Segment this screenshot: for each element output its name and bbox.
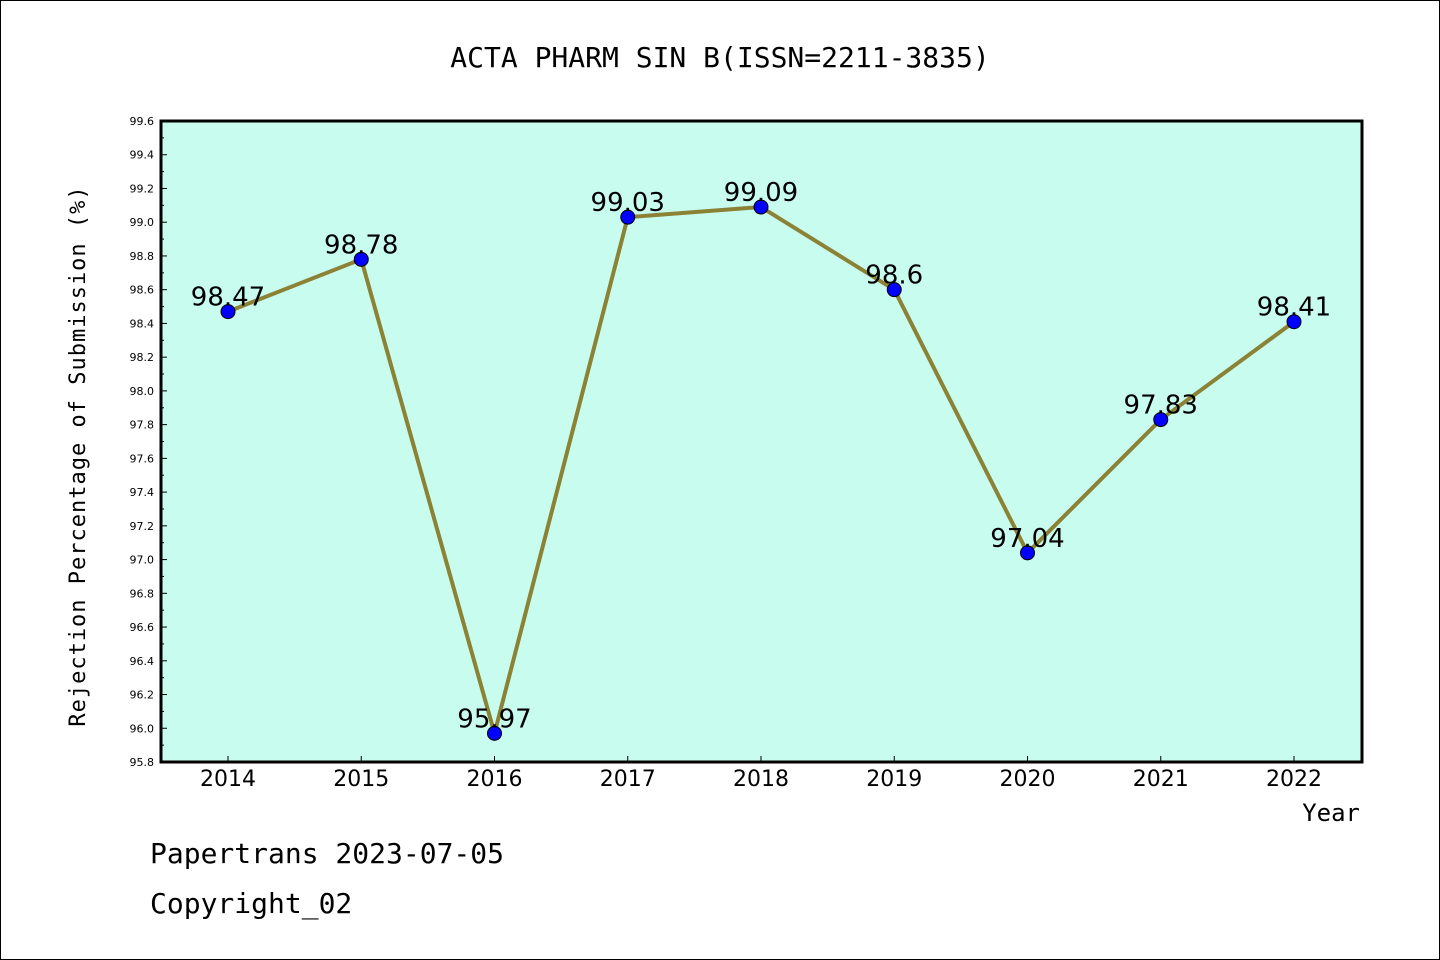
data-point-label: 98.6 bbox=[865, 261, 923, 291]
y-tick-label: 98.6 bbox=[130, 284, 155, 297]
x-axis-label: Year bbox=[1302, 799, 1360, 827]
data-point-marker bbox=[220, 304, 236, 320]
y-tick-label: 98.2 bbox=[130, 351, 155, 364]
x-tick-label: 2016 bbox=[467, 767, 523, 792]
data-point-marker bbox=[886, 282, 902, 298]
y-tick-label: 96.6 bbox=[130, 621, 155, 634]
data-point-label: 97.83 bbox=[1124, 391, 1198, 421]
y-tick-label: 96.8 bbox=[130, 587, 155, 600]
y-tick-label: 97.4 bbox=[130, 486, 155, 499]
data-point-label: 98.47 bbox=[191, 283, 265, 313]
y-tick-label: 98.4 bbox=[130, 317, 155, 330]
y-tick-label: 96.4 bbox=[130, 655, 155, 668]
x-tick-label: 2020 bbox=[1000, 767, 1056, 792]
y-tick-label: 98.0 bbox=[130, 385, 155, 398]
data-point-label: 97.04 bbox=[990, 524, 1064, 554]
data-point-marker bbox=[1020, 545, 1035, 561]
y-tick-label: 97.2 bbox=[130, 520, 155, 533]
x-tick-label: 2021 bbox=[1133, 767, 1189, 792]
data-point-marker bbox=[753, 199, 769, 215]
data-point-label: 99.09 bbox=[724, 178, 798, 208]
plot-area bbox=[159, 119, 1364, 764]
y-tick-label: 97.0 bbox=[130, 554, 155, 567]
x-tick-label: 2018 bbox=[733, 767, 789, 792]
x-tick-label: 2015 bbox=[333, 767, 389, 792]
data-point-marker bbox=[1286, 314, 1302, 330]
y-tick-label: 99.2 bbox=[130, 182, 155, 195]
data-point-marker bbox=[353, 251, 369, 267]
data-labels: 98.47 98.78 95.97 99.03 99.09 98.6 97.04 97.83 9… bbox=[191, 178, 1331, 734]
x-tick-label: 2014 bbox=[200, 767, 256, 792]
y-axis-label: Rejection Percentage of Submission (%) bbox=[66, 185, 91, 726]
y-tick-label: 99.0 bbox=[130, 216, 155, 229]
data-point-marker bbox=[487, 725, 502, 741]
data-point-label: 98.41 bbox=[1257, 293, 1331, 323]
data-markers bbox=[220, 199, 1302, 741]
data-point-label: 99.03 bbox=[591, 188, 665, 218]
y-tick-label: 96.0 bbox=[130, 722, 155, 735]
x-tick-label: 2019 bbox=[866, 767, 922, 792]
data-point-label: 95.97 bbox=[457, 704, 531, 734]
y-axis-ticks: 95.8 96.0 96.2 96.4 96.6 96.8 97.0 97.2 97.4 97.6… bbox=[130, 115, 167, 769]
y-tick-label: 97.6 bbox=[130, 452, 155, 465]
data-point-label: 98.78 bbox=[324, 230, 398, 260]
y-tick-label: 98.8 bbox=[130, 250, 155, 263]
y-tick-label: 99.6 bbox=[130, 115, 155, 128]
y-tick-label: 95.8 bbox=[130, 756, 155, 769]
y-tick-label: 97.8 bbox=[130, 419, 155, 432]
x-tick-label: 2022 bbox=[1266, 767, 1322, 792]
footer-date-text: Papertrans 2023-07-05 bbox=[150, 837, 505, 870]
chart-title: ACTA PHARM SIN B(ISSN=2211-3835) bbox=[450, 41, 989, 74]
data-point-marker bbox=[620, 209, 636, 225]
data-point-marker bbox=[1153, 412, 1169, 428]
footer-copyright-text: Copyright_02 bbox=[150, 887, 353, 920]
x-axis-ticks: 2014 2015 2016 2017 2018 2019 2020 2021 2022 bbox=[200, 756, 1322, 792]
y-tick-label: 99.4 bbox=[130, 149, 155, 162]
x-tick-label: 2017 bbox=[600, 767, 656, 792]
y-tick-label: 96.2 bbox=[130, 689, 155, 702]
